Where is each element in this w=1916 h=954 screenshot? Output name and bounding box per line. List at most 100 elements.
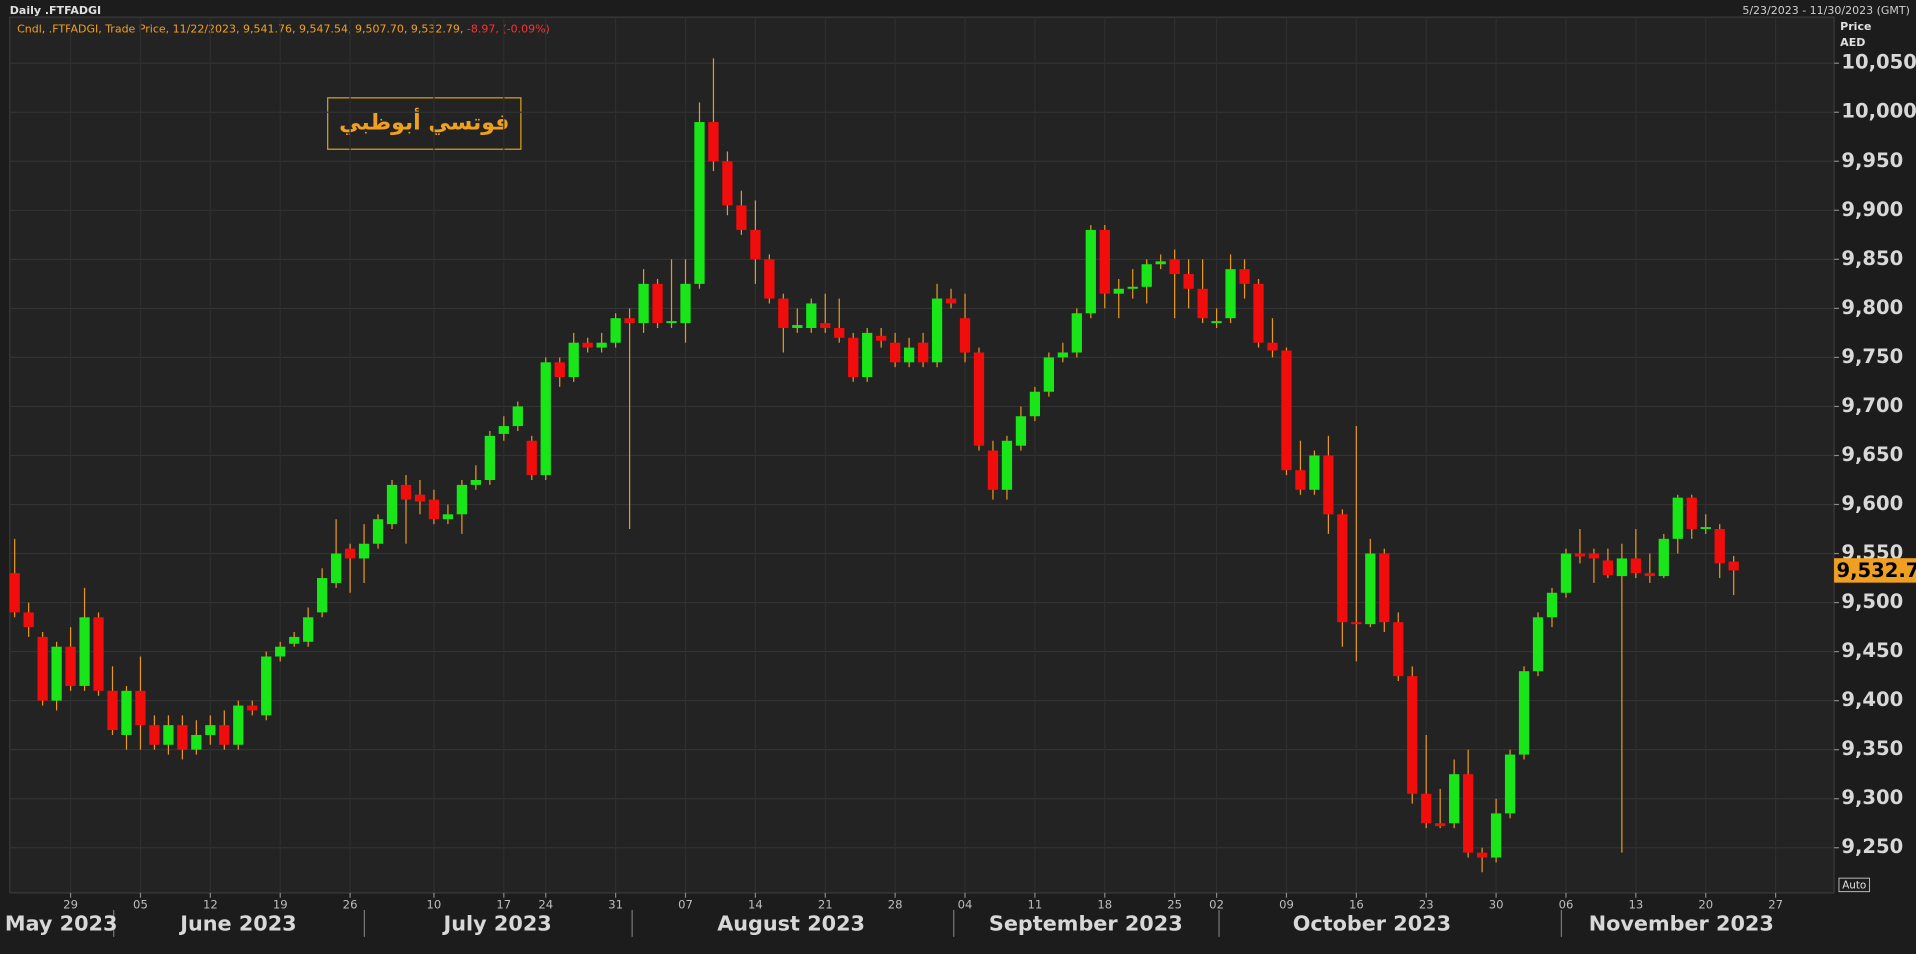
candle-body: [568, 342, 579, 378]
legend-text: Cndl, .FTFADGI, Trade Price, 11/22/2023,…: [17, 22, 463, 35]
legend-change: -8.97, (-0.09%): [467, 22, 550, 35]
candle-body: [1169, 259, 1180, 275]
y-tick-label: 9,600: [1841, 492, 1903, 515]
candle-body: [526, 440, 537, 476]
candle-body: [596, 342, 607, 348]
candle-body: [736, 205, 747, 230]
candle-body: [1085, 229, 1096, 314]
candle-body: [1407, 676, 1418, 794]
candle-body: [1630, 558, 1641, 574]
candle-body: [372, 519, 384, 544]
x-tick-label: 02: [1209, 898, 1224, 912]
candle-body: [792, 325, 803, 328]
candle-body: [1588, 553, 1600, 559]
month-label: May 2023: [5, 912, 118, 936]
x-tick-label: 05: [133, 898, 148, 912]
candle-body: [1113, 288, 1124, 294]
candle-body: [959, 318, 971, 353]
candle-body: [1449, 774, 1460, 824]
candle-body: [400, 484, 412, 500]
last-price-label: 9,532.7: [1837, 559, 1916, 582]
y-axis-label: Price: [1840, 20, 1871, 33]
candle-body: [1155, 261, 1166, 265]
candle-body: [945, 298, 957, 304]
y-tick-label: 9,950: [1841, 149, 1903, 172]
candle-body: [344, 548, 356, 559]
candle-body: [1728, 561, 1739, 571]
candle-body: [1183, 274, 1194, 289]
candle-body: [303, 617, 314, 642]
candle-body: [903, 347, 915, 363]
candle-body: [512, 406, 523, 427]
candle-body: [834, 327, 845, 338]
candle-body: [51, 646, 62, 701]
candle-body: [149, 725, 160, 745]
candle-body: [1546, 592, 1558, 618]
y-tick-label: 9,700: [1841, 394, 1903, 417]
candle-body: [289, 636, 300, 644]
candle-body: [638, 283, 649, 324]
candle-body: [624, 318, 635, 324]
candle-body: [931, 298, 943, 363]
candle-body: [1295, 470, 1306, 490]
candle-body: [1211, 321, 1222, 324]
candle-body: [876, 335, 887, 341]
month-label: November 2023: [1589, 912, 1774, 936]
candle-body: [261, 656, 272, 716]
scale-mode-box[interactable]: [1838, 877, 1871, 893]
x-tick-label: 11: [1028, 898, 1043, 912]
x-tick-label: 30: [1489, 898, 1504, 912]
candle-body: [9, 573, 20, 613]
candle-body: [1057, 352, 1068, 358]
candle-body: [442, 514, 454, 520]
candle-body: [1281, 350, 1292, 471]
candle-body: [722, 161, 733, 206]
candle-body: [848, 337, 859, 378]
candle-body: [1532, 617, 1544, 672]
scale-mode[interactable]: Auto: [1842, 880, 1866, 892]
candle-body: [1337, 514, 1348, 623]
x-tick-label: 16: [1349, 898, 1364, 912]
y-tick-label: 10,050: [1841, 51, 1916, 74]
candle-body: [1127, 286, 1138, 289]
candle-body: [317, 578, 328, 613]
candle-body: [540, 362, 551, 476]
annotation: فوتسي أبوظبي: [339, 107, 509, 136]
candle-body: [247, 705, 258, 711]
x-tick-label: 07: [678, 898, 693, 912]
candle-body: [1197, 288, 1208, 319]
x-tick-label: 12: [203, 898, 218, 912]
x-tick-label: 09: [1279, 898, 1294, 912]
x-tick-label: 14: [748, 898, 763, 912]
x-tick-label: 17: [496, 898, 511, 912]
candle-body: [1504, 754, 1516, 814]
candle-body: [205, 725, 216, 735]
candle-body: [973, 352, 985, 446]
candle-body: [862, 332, 873, 378]
y-tick-label: 9,900: [1841, 198, 1903, 221]
candle-body: [107, 690, 118, 731]
y-tick-label: 9,300: [1841, 786, 1903, 809]
x-tick-label: 19: [273, 898, 288, 912]
y-tick-label: 9,250: [1841, 835, 1903, 858]
candle-body: [163, 725, 174, 745]
candles: [9, 58, 1739, 873]
legend: Cndl, .FTFADGI, Trade Price, 11/22/2023,…: [17, 22, 550, 35]
candle-body: [484, 435, 495, 480]
y-tick-label: 9,800: [1841, 296, 1903, 319]
candle-body: [498, 426, 509, 434]
candle-body: [1253, 283, 1264, 343]
candle-body: [1672, 497, 1683, 539]
candle-body: [1686, 497, 1697, 530]
candle-body: [1239, 269, 1250, 284]
candle-body: [121, 690, 132, 735]
x-tick-label: 06: [1559, 898, 1574, 912]
x-tick-label: 23: [1419, 898, 1434, 912]
candle-body: [1309, 455, 1320, 490]
candle-body: [1658, 538, 1669, 577]
x-tick-label: 28: [888, 898, 903, 912]
candle-body: [680, 283, 691, 324]
candle-body: [1560, 553, 1572, 593]
x-tick-label: 20: [1698, 898, 1713, 912]
